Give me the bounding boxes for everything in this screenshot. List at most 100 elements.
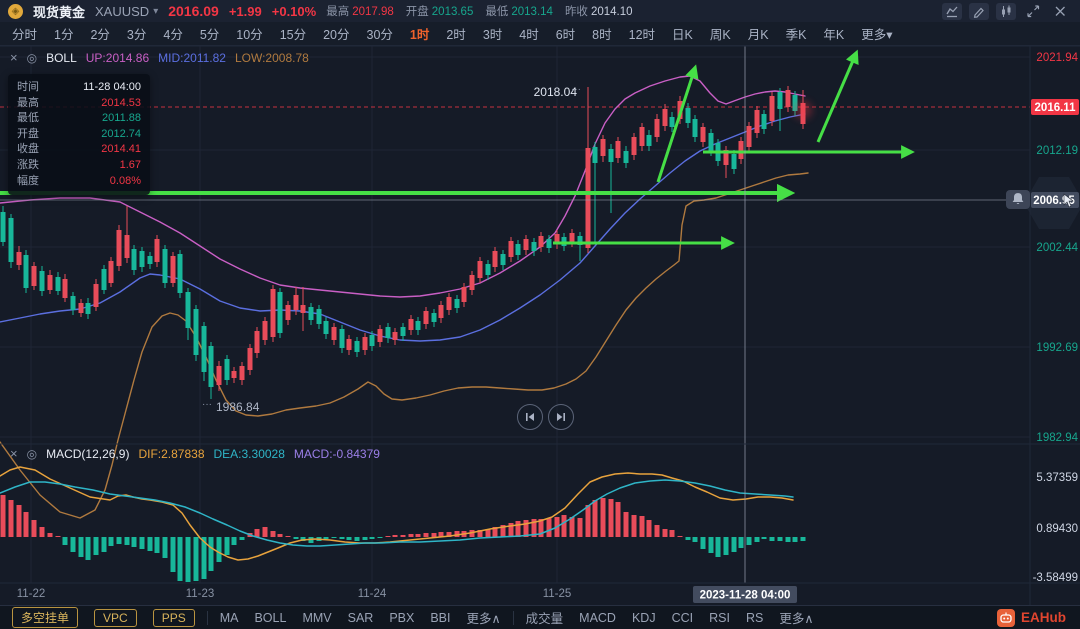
macd-dea-line <box>0 479 794 547</box>
main-indicator-PBX[interactable]: PBX <box>389 610 415 625</box>
candlestick-icon[interactable] <box>996 2 1016 20</box>
timeframe-tab-月K[interactable]: 月K <box>747 28 769 42</box>
price-tick-2002.44: 2002.44 <box>1036 242 1078 254</box>
macd-hist-value: MACD:-0.84379 <box>293 447 380 461</box>
fullscreen-icon[interactable] <box>1023 3 1043 20</box>
timeframe-tab-30分[interactable]: 30分 <box>366 28 393 42</box>
timeframe-tab-15分[interactable]: 15分 <box>279 28 307 42</box>
sub-indicator-更多∧[interactable]: 更多∧ <box>779 612 814 626</box>
chart-nav-buttons <box>517 404 574 430</box>
close-macd-icon[interactable]: × <box>10 446 18 461</box>
drawn-arrow-2[interactable] <box>656 64 699 183</box>
toolbar-button-PPS[interactable]: PPS <box>152 608 195 627</box>
timeframe-tab-20分[interactable]: 20分 <box>323 28 350 42</box>
symbol-dropdown-icon[interactable]: ▾ <box>153 5 159 17</box>
tooltip-row-最低: 最低 2011.88 <box>17 111 141 127</box>
timeframe-tab-3分[interactable]: 3分 <box>126 28 147 42</box>
close-icon[interactable] <box>1050 3 1070 20</box>
sub-indicator-MACD[interactable]: MACD <box>579 610 616 625</box>
tooltip-label: 涨跌 <box>17 158 39 171</box>
macd-tick-5.37359: 5.37359 <box>1036 472 1078 484</box>
quote-label: 开盘 <box>405 6 429 18</box>
timeframe-tab-年K[interactable]: 年K <box>823 28 845 42</box>
drawn-arrow-4[interactable] <box>816 49 859 143</box>
main-indicator-BBI[interactable]: BBI <box>430 610 451 625</box>
sub-indicator-RS[interactable]: RS <box>745 610 764 625</box>
timeframe-tab-10分[interactable]: 10分 <box>236 28 263 42</box>
tooltip-row-涨跌: 涨跌 1.67 <box>17 158 141 174</box>
close-indicator-icon[interactable]: × <box>10 50 18 65</box>
price-tick-2021.94: 2021.94 <box>1036 52 1078 64</box>
timeframe-tab-4分[interactable]: 4分 <box>163 28 183 42</box>
main-indicator-MA[interactable]: MA <box>219 610 239 625</box>
price-tick-2012.19: 2012.19 <box>1036 145 1078 157</box>
svg-text:···: ··· <box>571 84 581 95</box>
macd-header: × ◎ MACD(12,26,9) DIF:2.87838 DEA:3.3002… <box>10 447 380 461</box>
macd-dif-value: DIF:2.87838 <box>138 447 205 461</box>
skip-to-end-icon <box>557 413 565 421</box>
timeframe-tab-6时[interactable]: 6时 <box>555 28 576 42</box>
timeframe-tab-12时[interactable]: 12时 <box>628 28 656 42</box>
toolbar-button-VPC[interactable]: VPC <box>94 608 137 627</box>
price-annotation-1986.84: 1986.84 <box>216 400 260 414</box>
quote-开盘: 开盘 2013.65 <box>406 3 474 19</box>
quote-最低: 最低 2013.14 <box>485 3 553 19</box>
tooltip-label: 收盘 <box>17 143 39 156</box>
timeframe-tab-5分[interactable]: 5分 <box>199 28 220 42</box>
tooltip-label: 最高 <box>17 96 39 109</box>
svg-text:···: ··· <box>202 399 212 410</box>
timeframe-tab-3时[interactable]: 3时 <box>482 28 503 42</box>
toolbar-button-多空挂单[interactable]: 多空挂单 <box>12 607 79 628</box>
svg-text:2023-11-28 04:00: 2023-11-28 04:00 <box>700 590 791 602</box>
skip-to-end-button[interactable] <box>548 404 574 430</box>
sub-indicator-成交量[interactable]: 成交量 <box>525 612 564 626</box>
macd-dea-value: DEA:3.30028 <box>213 447 285 461</box>
sub-indicator-KDJ[interactable]: KDJ <box>631 610 656 625</box>
eahub-logo-icon <box>997 608 1015 627</box>
main-indicator-MMV[interactable]: MMV <box>302 610 332 625</box>
main-indicator-BOLL[interactable]: BOLL <box>254 610 287 625</box>
current-price-badge <box>1031 99 1079 115</box>
timeframe-more-dropdown[interactable]: 更多▾ <box>861 28 893 42</box>
timeframe-tab-季K[interactable]: 季K <box>785 28 807 42</box>
indicator-settings-icon[interactable]: ◎ <box>26 51 38 65</box>
skip-to-start-button[interactable] <box>517 404 543 430</box>
macd-tick-0.89430: 0.89430 <box>1036 523 1078 535</box>
bell-icon <box>1012 193 1024 204</box>
tooltip-value: 2012.74 <box>101 127 141 140</box>
tooltip-row-时间: 时间 11-28 04:00 <box>17 80 141 96</box>
boll-low-value: LOW:2008.78 <box>234 51 309 65</box>
timeframe-tab-日K[interactable]: 日K <box>672 28 693 42</box>
tooltip-label: 开盘 <box>17 127 39 140</box>
timeframe-tab-8时[interactable]: 8时 <box>592 28 612 42</box>
main-indicator-SAR[interactable]: SAR <box>347 610 374 625</box>
tooltip-value: 0.08% <box>109 174 141 187</box>
boll-mid-value: MID:2011.82 <box>158 51 226 65</box>
main-indicator-更多∧[interactable]: 更多∧ <box>466 612 501 626</box>
boll-header: × ◎ BOLL UP:2014.86 MID:2011.82 LOW:2008… <box>10 51 309 65</box>
boll-name: BOLL <box>46 51 77 65</box>
draw-pencil-icon[interactable] <box>969 2 989 20</box>
timeframe-tab-4时[interactable]: 4时 <box>519 28 539 42</box>
tooltip-value: 11-28 04:00 <box>83 81 141 93</box>
sub-indicator-CCI[interactable]: CCI <box>671 610 694 625</box>
last-price: 2016.09 <box>168 3 219 19</box>
timeframe-tab-周K[interactable]: 周K <box>709 28 731 42</box>
sub-indicator-RSI[interactable]: RSI <box>709 610 730 625</box>
macd-settings-icon[interactable]: ◎ <box>26 447 38 461</box>
timeframe-tab-1时[interactable]: 1时 <box>409 28 430 42</box>
mouse-cursor-icon <box>1063 193 1074 208</box>
macd-name: MACD(12,26,9) <box>46 447 130 461</box>
tooltip-value: 2011.88 <box>102 112 141 125</box>
timeframe-tab-2分[interactable]: 2分 <box>90 28 110 42</box>
line-chart-icon[interactable] <box>942 2 962 20</box>
last-candle-glow <box>794 101 812 119</box>
timeframe-tab-1分[interactable]: 1分 <box>54 28 74 42</box>
timeframe-tab-分时[interactable]: 分时 <box>12 28 38 42</box>
toolbar-divider <box>206 610 208 625</box>
timeframe-tab-2时[interactable]: 2时 <box>446 28 466 42</box>
price-annotation-2018.04: 2018.04 <box>534 85 578 99</box>
date-tick-11-25: 11-25 <box>543 588 572 600</box>
